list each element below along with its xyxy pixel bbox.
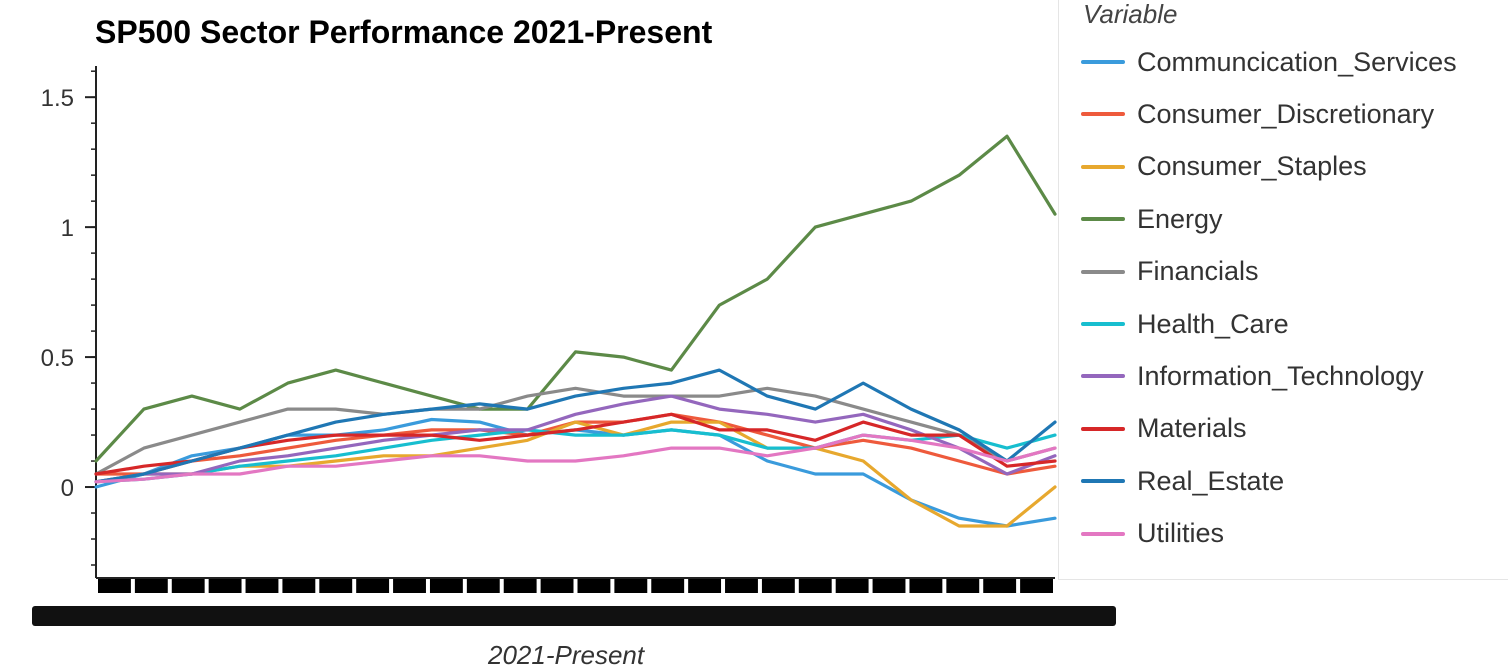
x-tick-mark [688, 579, 722, 593]
legend-swatch [1081, 374, 1125, 379]
legend-label: Real_Estate [1137, 465, 1285, 496]
series-line-energy [94, 134, 1057, 463]
y-tick-label: 0 [61, 475, 74, 502]
x-tick-mark [503, 579, 537, 593]
chart-title: SP500 Sector Performance 2021-Present [95, 14, 713, 50]
x-axis [32, 577, 1116, 626]
x-tick-mark [835, 579, 869, 593]
x-tick-mark [245, 579, 279, 593]
series-line-real-estate [94, 368, 1057, 484]
legend-swatch [1081, 112, 1125, 117]
legend-swatch [1081, 531, 1125, 536]
x-tick-mark [134, 579, 168, 593]
series-line-information-technology [94, 394, 1057, 484]
legend-item[interactable]: Communcication_Services [1081, 47, 1457, 77]
legend-item[interactable]: Real_Estate [1081, 466, 1284, 496]
legend-swatch [1081, 479, 1125, 484]
x-tick-mark [1020, 579, 1053, 593]
legend-item[interactable]: Information_Technology [1081, 361, 1424, 391]
legend-item[interactable]: Energy [1081, 204, 1223, 234]
x-tick-mark [466, 579, 500, 593]
legend-label: Consumer_Staples [1137, 151, 1367, 182]
x-tick-mark [946, 579, 980, 593]
y-axis: 0 0.5 1 1.5 [41, 66, 97, 578]
legend-title: Variable [1083, 0, 1178, 29]
y-tick-label: 0.5 [41, 345, 74, 372]
x-tick-mark [798, 579, 832, 593]
legend-label: Information_Technology [1137, 360, 1424, 391]
x-tick-mark [356, 579, 390, 593]
x-tick-mark [319, 579, 353, 593]
legend-label: Utilities [1137, 518, 1225, 549]
legend-swatch [1081, 426, 1125, 431]
legend-item[interactable]: Materials [1081, 413, 1247, 444]
legend-swatch [1081, 60, 1125, 64]
legend-label: Financials [1137, 256, 1259, 287]
series-line-materials [94, 412, 1057, 476]
legend-label: Energy [1137, 203, 1223, 234]
x-tick-labels-overlapped [32, 606, 1116, 626]
x-axis-label: 2021-Present [488, 640, 645, 670]
legend-label: Health_Care [1137, 308, 1289, 339]
legend-label: Consumer_Discretionary [1137, 98, 1435, 129]
x-tick-mark [429, 579, 463, 593]
y-tick-label: 1.5 [41, 85, 74, 112]
legend-swatch [1081, 217, 1125, 222]
x-tick-mark [208, 579, 242, 593]
legend-item[interactable]: Financials [1081, 256, 1259, 287]
series-line-financials [94, 386, 1057, 476]
legend-swatch [1081, 269, 1125, 274]
x-tick-mark [614, 579, 648, 593]
series-line-consumer-staples [94, 420, 1057, 528]
series-line-utilities [94, 433, 1057, 484]
legend: Variable Communcication_Services Consumer… [1058, 0, 1508, 580]
legend-item[interactable]: Consumer_Staples [1081, 151, 1367, 182]
x-tick-mark [282, 579, 316, 593]
x-tick-mark [651, 579, 685, 593]
x-tick-mark [725, 579, 758, 593]
x-tick-mark [540, 579, 574, 593]
x-tick-mark [983, 579, 1017, 593]
legend-label: Communcication_Services [1137, 46, 1457, 77]
y-tick-label: 1 [61, 215, 74, 242]
legend-swatch [1081, 322, 1125, 326]
x-tick-mark [98, 579, 131, 593]
legend-label: Materials [1137, 413, 1247, 444]
x-tick-mark [872, 579, 906, 593]
x-tick-mark [171, 579, 205, 593]
legend-item[interactable]: Health_Care [1081, 309, 1289, 339]
series-lines [94, 134, 1057, 528]
x-tick-mark [577, 579, 611, 593]
x-tick-mark [393, 579, 426, 593]
x-tick-mark [761, 579, 795, 593]
legend-item[interactable]: Utilities [1081, 518, 1225, 549]
legend-swatch [1081, 164, 1125, 169]
legend-item[interactable]: Consumer_Discretionary [1081, 99, 1434, 129]
x-tick-mark [909, 579, 943, 593]
